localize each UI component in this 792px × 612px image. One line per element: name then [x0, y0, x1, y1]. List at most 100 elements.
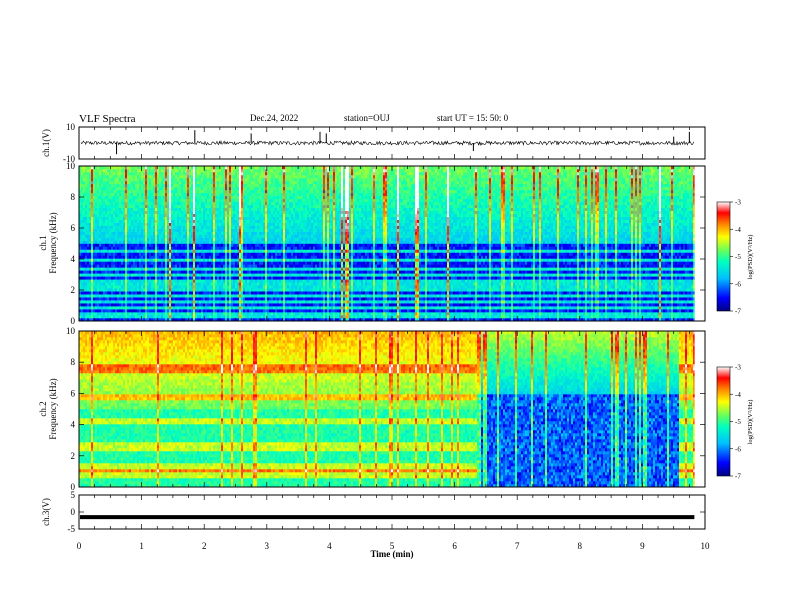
- spec-cell: [177, 297, 179, 300]
- spec-cell: [137, 235, 139, 238]
- spec-cell: [223, 294, 225, 297]
- spec-cell: [205, 315, 207, 318]
- spec-cell: [163, 267, 165, 270]
- spec-cell: [213, 235, 215, 238]
- spec-cell: [181, 187, 183, 190]
- spec-cell: [247, 252, 249, 255]
- spec-cell: [211, 244, 213, 247]
- spec-cell: [265, 229, 267, 232]
- spec-cell: [105, 309, 107, 312]
- spec-cell: [101, 288, 103, 291]
- spec-cell: [199, 297, 201, 300]
- spec-cell: [215, 181, 217, 184]
- spec-cell: [251, 303, 253, 306]
- spec-cell: [261, 309, 263, 312]
- spec-cell: [263, 252, 265, 255]
- spec-cell: [241, 217, 243, 220]
- spec-cell: [145, 244, 147, 247]
- spec-cell: [117, 312, 119, 315]
- spec-cell: [149, 297, 151, 300]
- spec-cell: [189, 249, 191, 252]
- spec-cell: [107, 306, 109, 309]
- spec-cell: [183, 214, 185, 217]
- spec-cell: [125, 181, 127, 184]
- spec-cell: [193, 306, 195, 309]
- spec-cell: [135, 282, 137, 285]
- spec-cell: [209, 279, 211, 282]
- spec-cell: [223, 279, 225, 282]
- spec-cell: [105, 279, 107, 282]
- spec-cell: [219, 172, 221, 175]
- spec-cell: [157, 235, 159, 238]
- spec-cell: [137, 187, 139, 190]
- spec-cell: [117, 199, 119, 202]
- spec-cell: [223, 261, 225, 264]
- spec-cell: [109, 235, 111, 238]
- spec-cell: [117, 196, 119, 199]
- spec-cell: [181, 294, 183, 297]
- spec-cell: [97, 238, 99, 241]
- spec-cell: [193, 246, 195, 249]
- spec-cell: [129, 178, 131, 181]
- spec-cell: [209, 261, 211, 264]
- spec-cell: [199, 249, 201, 252]
- spec-cell: [149, 220, 151, 223]
- spec-cell: [215, 211, 217, 214]
- spec-cell: [211, 258, 213, 261]
- spec-cell: [237, 175, 239, 178]
- spec-cell: [97, 169, 99, 172]
- spec-cell: [91, 282, 93, 285]
- spec-cell: [231, 276, 233, 279]
- spec-cell: [145, 300, 147, 303]
- spec-cell: [159, 175, 161, 178]
- spec-cell: [239, 288, 241, 291]
- spec-cell: [103, 300, 105, 303]
- spec-cell: [215, 300, 217, 303]
- spec-cell: [255, 285, 257, 288]
- spec-cell: [193, 252, 195, 255]
- spec-cell: [173, 193, 175, 196]
- spec-cell: [229, 303, 231, 306]
- spec-cell: [171, 255, 173, 258]
- spec-cell: [163, 223, 165, 226]
- spec-cell: [119, 178, 121, 181]
- spec-cell: [105, 246, 107, 249]
- spec-cell: [181, 220, 183, 223]
- spec-cell: [217, 205, 219, 208]
- spec-cell: [91, 232, 93, 235]
- spec-cell: [157, 184, 159, 187]
- spec-cell: [145, 217, 147, 220]
- spec-cell: [185, 241, 187, 244]
- spec-cell: [203, 172, 205, 175]
- spec-cell: [97, 172, 99, 175]
- spec-cell: [195, 172, 197, 175]
- spec-cell: [229, 184, 231, 187]
- spec-cell: [149, 306, 151, 309]
- spec-cell: [89, 196, 91, 199]
- spec-cell: [245, 202, 247, 205]
- spec-cell: [179, 282, 181, 285]
- spec-cell: [199, 282, 201, 285]
- spec-cell: [221, 246, 223, 249]
- spec-cell: [227, 273, 229, 276]
- spec-cell: [221, 267, 223, 270]
- spec-cell: [97, 252, 99, 255]
- spec-cell: [99, 235, 101, 238]
- spec-cell: [215, 202, 217, 205]
- spec-cell: [203, 273, 205, 276]
- spec-cell: [153, 306, 155, 309]
- spec-cell: [99, 226, 101, 229]
- spec-cell: [95, 258, 97, 261]
- spec-cell: [113, 255, 115, 258]
- spec-cell: [237, 264, 239, 267]
- spec-cell: [227, 252, 229, 255]
- spec-cell: [259, 169, 261, 172]
- spec-cell: [141, 238, 143, 241]
- spec-cell: [165, 282, 167, 285]
- spec-cell: [143, 211, 145, 214]
- spec-cell: [179, 267, 181, 270]
- spec-cell: [85, 309, 87, 312]
- spec-cell: [147, 300, 149, 303]
- spec-cell: [91, 276, 93, 279]
- spec-cell: [241, 208, 243, 211]
